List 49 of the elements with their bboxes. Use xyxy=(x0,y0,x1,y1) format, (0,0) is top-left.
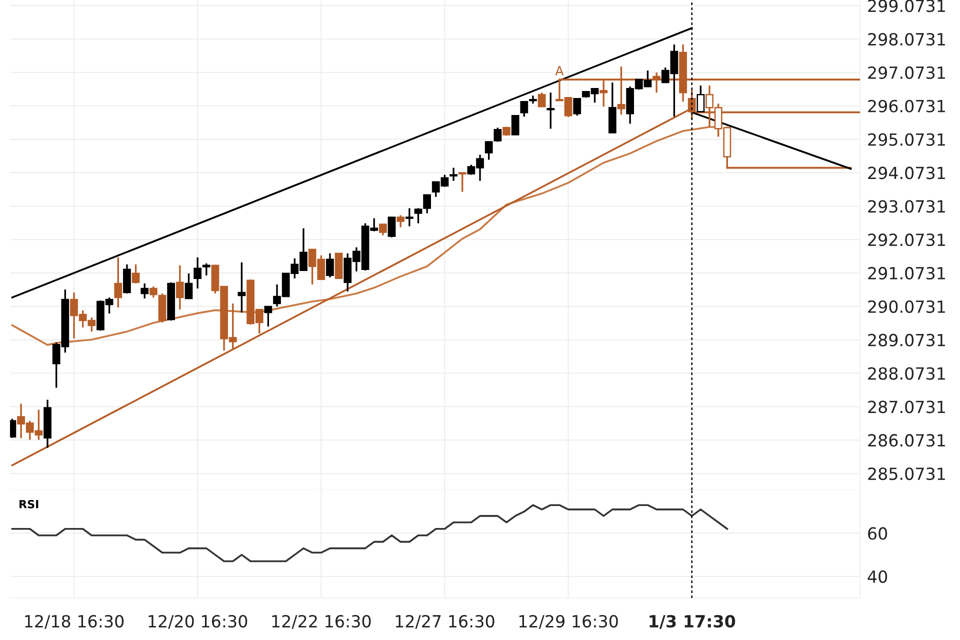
candlestick xyxy=(264,306,272,328)
candlestick xyxy=(176,264,184,310)
candlestick xyxy=(140,282,149,300)
x-tick-label: 12/22 16:30 xyxy=(272,614,371,629)
y-tick-label: 290.0731 xyxy=(868,300,945,313)
candlestick xyxy=(114,256,122,308)
candlestick xyxy=(458,172,466,193)
y-tick-label: 296.0731 xyxy=(868,100,945,112)
y-tick-label: 295.0731 xyxy=(868,133,945,146)
candlestick xyxy=(396,214,405,228)
y-tick-label: 289.0731 xyxy=(868,334,945,346)
candlestick xyxy=(573,98,582,116)
x-tick-label: 12/29 16:30 xyxy=(519,614,618,629)
candlestick xyxy=(326,252,334,278)
candlestick xyxy=(132,264,140,284)
y-tick-label: 291.0731 xyxy=(868,266,945,280)
candlestick xyxy=(546,92,555,130)
candlestick xyxy=(202,262,210,276)
y-tick-label: 40 xyxy=(868,570,888,583)
y-tick-label: 60 xyxy=(868,527,888,540)
y-tick-label: 293.0731 xyxy=(868,200,945,213)
candlestick xyxy=(149,286,158,298)
y-tick-label: 287.0731 xyxy=(868,400,945,414)
candlestick xyxy=(511,115,520,136)
y-tick-label: 285.0731 xyxy=(868,467,945,480)
y-tick-label: 292.0731 xyxy=(868,234,945,246)
y-tick-label: 294.0731 xyxy=(868,166,945,180)
candlestick xyxy=(184,272,193,300)
candlestick xyxy=(378,223,387,236)
text: RSI xyxy=(20,500,38,508)
x-tick-label: 12/20 16:30 xyxy=(148,614,248,629)
candlestick xyxy=(238,262,246,314)
candlestick xyxy=(123,264,131,294)
y-tick-label: 286.0731 xyxy=(868,434,945,447)
candlestick xyxy=(450,166,458,182)
x-tick-label: 1/3 17:30 xyxy=(650,614,736,629)
series-label: A xyxy=(555,66,564,76)
candlestick xyxy=(405,207,414,228)
y-tick-label: 298.0731 xyxy=(868,32,945,46)
x-tick-label: 12/18 16:30 xyxy=(25,614,124,629)
y-tick-label: 297.0731 xyxy=(868,66,945,79)
candlestick xyxy=(194,256,202,290)
y-tick-label: 288.0731 xyxy=(868,367,945,380)
candlestick xyxy=(529,94,537,104)
y-tick-label: 299.0731 xyxy=(868,0,945,12)
candlestick xyxy=(388,216,396,238)
candlestick xyxy=(538,92,546,108)
x-tick-label: 12/27 16:30 xyxy=(396,614,494,629)
candlestick xyxy=(520,100,528,118)
